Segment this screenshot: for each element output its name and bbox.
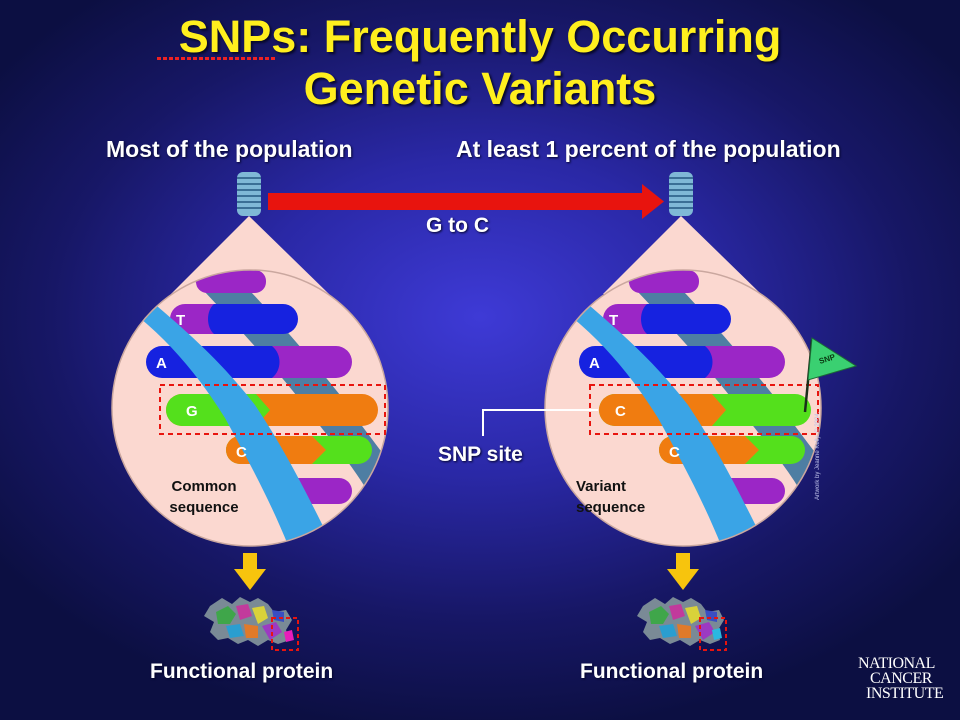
base-label-variant-4: C — [669, 444, 680, 461]
protein-left-icon — [204, 597, 299, 651]
nci-logo-line3: INSTITUTE — [866, 685, 944, 702]
base-label-variant-1: T — [609, 312, 618, 329]
transition-arrow-icon — [268, 184, 664, 219]
spellcheck-underline — [157, 57, 277, 60]
dna-magnifier-left: T A G C — [111, 216, 389, 547]
nci-logo: NATIONAL CANCER INSTITUTE — [858, 655, 944, 702]
base-label-common-3: G — [186, 403, 198, 420]
snp-highlight-box-right — [589, 384, 819, 435]
population-minority-label: At least 1 percent of the population — [456, 136, 841, 162]
snp-highlight-box-left — [159, 384, 386, 435]
snp-flag-icon: SNP — [803, 337, 858, 413]
base-label-common-2: A — [156, 355, 167, 372]
common-sequence-caption: Common sequence — [152, 476, 256, 518]
down-arrow-left-icon — [234, 553, 266, 590]
protein-left-label: Functional protein — [150, 660, 334, 683]
population-majority-label: Most of the population — [106, 136, 353, 162]
snp-site-label: SNP site — [438, 443, 523, 466]
dna-magnifier-right: T A C C — [544, 216, 822, 547]
common-caption-line2: sequence — [169, 499, 239, 516]
base-change-label: G to C — [426, 214, 489, 237]
slide-title-line1: SNPs: Frequently Occurring — [178, 11, 782, 62]
variant-sequence-caption: Variant sequence — [576, 476, 672, 518]
base-label-variant-3: C — [615, 403, 626, 420]
base-label-common-4: C — [236, 444, 247, 461]
nci-logo-line1: NATIONAL — [858, 655, 935, 672]
protein-right-icon — [637, 597, 727, 651]
snp-site-pointer — [482, 409, 598, 436]
variant-caption-line1: Variant — [576, 478, 627, 495]
base-label-variant-2: A — [589, 355, 600, 372]
chromosome-right-icon — [669, 172, 693, 216]
base-label-common-1: T — [176, 312, 185, 329]
down-arrow-right-icon — [667, 553, 699, 590]
protein-right-label: Functional protein — [580, 660, 764, 683]
nci-logo-line2: CANCER — [870, 670, 932, 687]
variant-caption-line2: sequence — [576, 499, 646, 516]
artwork-credit: Artwork by Jeanne Kelly. © 2004. — [815, 411, 821, 500]
slide-title-line2: Genetic Variants — [303, 63, 657, 114]
common-caption-line1: Common — [171, 478, 237, 495]
chromosome-left-icon — [237, 172, 261, 216]
